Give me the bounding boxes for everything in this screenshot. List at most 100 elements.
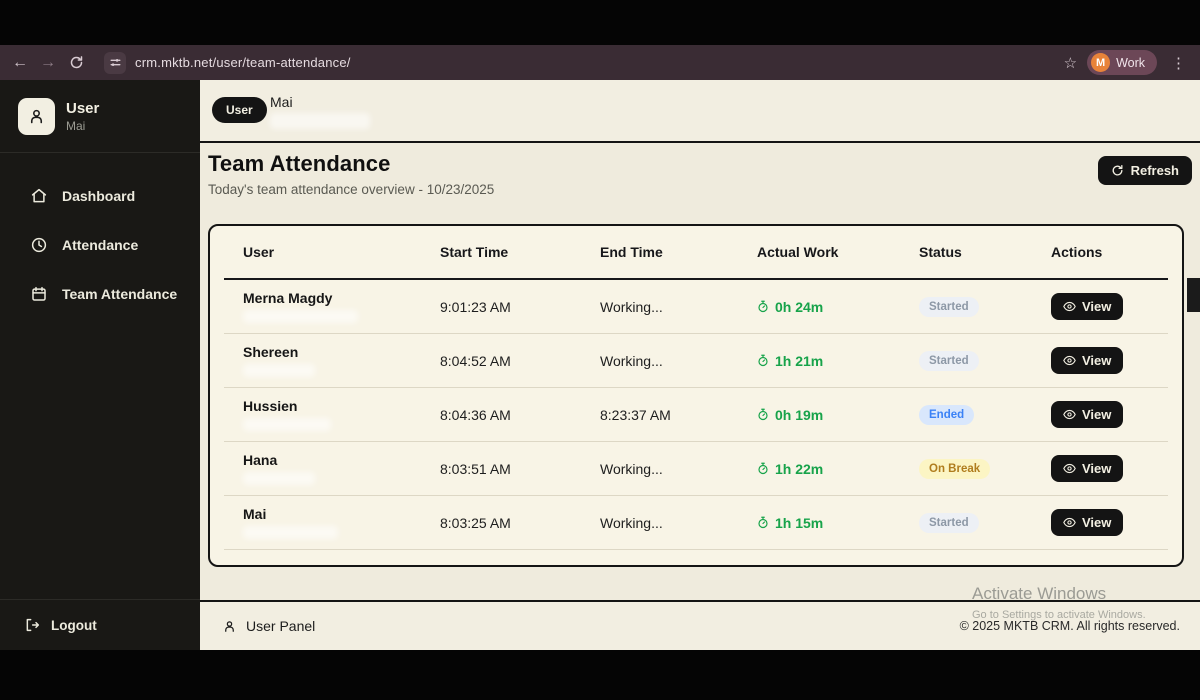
topbar-username: Mai <box>270 94 293 110</box>
column-header-user: User <box>243 244 275 260</box>
cell-start-time: 8:03:25 AM <box>440 514 511 531</box>
cell-user-name: Merna Magdy <box>243 290 333 306</box>
status-badge: Started <box>919 350 979 371</box>
cell-end-time: Working... <box>600 514 663 531</box>
column-header-status: Status <box>919 244 962 260</box>
browser-forward-icon[interactable]: → <box>40 53 56 71</box>
cell-user-name: Mai <box>243 506 267 522</box>
app-window: User Mai Dashboard <box>0 80 1200 650</box>
cell-end-time: Working... <box>600 352 663 369</box>
home-icon <box>30 187 48 205</box>
actual-work-value: 1h 15m <box>775 514 824 531</box>
browser-reload-icon[interactable] <box>62 55 90 70</box>
profile-name: Work <box>1116 55 1145 70</box>
cell-end-time: Working... <box>600 460 663 477</box>
actual-work-value: 1h 21m <box>775 352 824 369</box>
sidebar: User Mai Dashboard <box>0 80 200 650</box>
profile-avatar: M <box>1091 53 1111 72</box>
status-badge: Ended <box>919 404 975 425</box>
user-avatar-icon <box>18 98 55 135</box>
table-header-row: User Start Time End Time Actual Work Sta… <box>224 226 1168 280</box>
page-content: Team Attendance Today's team attendance … <box>200 143 1200 600</box>
cell-start-time: 9:01:23 AM <box>440 298 511 315</box>
eye-icon <box>1063 301 1076 312</box>
table-body: Merna Magdy 9:01:23 AM Working... 0h 24m Sta… <box>210 280 1182 550</box>
redacted-email <box>243 418 331 431</box>
sidebar-nav: Dashboard Attendance <box>0 153 200 599</box>
sidebar-item-label: Attendance <box>62 237 139 253</box>
sidebar-user-block: User Mai <box>0 80 200 153</box>
sidebar-item-dashboard[interactable]: Dashboard <box>0 175 200 217</box>
view-button[interactable]: View <box>1051 293 1124 320</box>
column-header-start-time: Start Time <box>440 244 509 260</box>
cell-actual-work: 0h 19m <box>757 407 919 423</box>
redacted-email <box>243 472 315 485</box>
eye-icon <box>1063 409 1076 420</box>
column-header-actions: Actions <box>1051 244 1103 260</box>
redacted-email <box>243 526 338 539</box>
topbar: User Mai <box>200 80 1200 143</box>
view-button[interactable]: View <box>1051 347 1124 374</box>
cell-user-name: Shereen <box>243 344 299 360</box>
status-badge: Started <box>919 296 979 317</box>
copyright-text: © 2025 MKTB CRM. All rights reserved. <box>959 619 1180 633</box>
status-badge: On Break <box>919 458 991 479</box>
redacted-email <box>243 364 315 377</box>
sidebar-user-name: Mai <box>66 119 86 133</box>
logout-label: Logout <box>51 617 97 633</box>
actual-work-value: 0h 24m <box>775 298 824 315</box>
table-row: Hussien 8:04:36 AM 8:23:37 AM 0h 19m Ended Vi… <box>224 388 1168 442</box>
logout-button[interactable]: Logout <box>0 599 200 650</box>
app-footer: User Panel © 2025 MKTB CRM. All rights r… <box>200 600 1200 650</box>
stopwatch-icon <box>757 516 769 529</box>
stopwatch-icon <box>757 354 769 367</box>
view-label: View <box>1082 299 1112 314</box>
browser-toolbar: ← → crm.mktb.net/user/team-attendance/ ☆… <box>0 45 1200 80</box>
site-settings-icon[interactable] <box>104 51 126 74</box>
cell-actual-work: 1h 15m <box>757 515 919 531</box>
browser-menu-icon[interactable]: ⋮ <box>1171 54 1186 72</box>
redacted-email <box>270 113 370 129</box>
main-panel: User Mai Team Attendance Today's team at… <box>200 80 1200 650</box>
browser-profile-chip[interactable]: M Work <box>1087 50 1157 75</box>
refresh-label: Refresh <box>1130 163 1179 178</box>
actual-work-value: 0h 19m <box>775 406 824 423</box>
bookmark-star-icon[interactable]: ☆ <box>1063 54 1078 72</box>
sidebar-item-label: Team Attendance <box>62 286 178 302</box>
cell-actual-work: 1h 21m <box>757 353 919 369</box>
calendar-icon <box>30 285 48 303</box>
clock-icon <box>30 236 48 254</box>
cell-actual-work: 1h 22m <box>757 461 919 477</box>
eye-icon <box>1063 517 1076 528</box>
view-button[interactable]: View <box>1051 455 1124 482</box>
scrollbar-thumb[interactable] <box>1187 278 1200 312</box>
sidebar-item-attendance[interactable]: Attendance <box>0 224 200 266</box>
view-button[interactable]: View <box>1051 509 1124 536</box>
table-row: Shereen 8:04:52 AM Working... 1h 21m Started… <box>224 334 1168 388</box>
eye-icon <box>1063 463 1076 474</box>
page-subtitle: Today's team attendance overview - 10/23… <box>208 182 495 197</box>
sidebar-item-label: Dashboard <box>62 188 136 204</box>
refresh-icon <box>1111 164 1124 177</box>
refresh-button[interactable]: Refresh <box>1097 156 1192 185</box>
attendance-table-card: User Start Time End Time Actual Work Sta… <box>208 224 1184 567</box>
cell-end-time: 8:23:37 AM <box>600 406 671 423</box>
footer-panel-label: User Panel <box>246 618 316 634</box>
view-label: View <box>1082 515 1112 530</box>
page-title: Team Attendance <box>208 151 391 176</box>
sidebar-user-title: User <box>66 100 100 117</box>
column-header-actual-work: Actual Work <box>757 244 839 260</box>
view-button[interactable]: View <box>1051 401 1124 428</box>
redacted-email <box>243 310 358 323</box>
view-label: View <box>1082 353 1112 368</box>
cell-start-time: 8:04:36 AM <box>440 406 511 423</box>
sidebar-item-team-attendance[interactable]: Team Attendance <box>0 273 200 315</box>
address-bar[interactable]: crm.mktb.net/user/team-attendance/ <box>135 55 351 70</box>
eye-icon <box>1063 355 1076 366</box>
stopwatch-icon <box>757 300 769 313</box>
view-label: View <box>1082 461 1112 476</box>
browser-back-icon[interactable]: ← <box>12 53 28 71</box>
cell-actual-work: 0h 24m <box>757 299 919 315</box>
table-row: Mai 8:03:25 AM Working... 1h 15m Started View <box>224 496 1168 550</box>
